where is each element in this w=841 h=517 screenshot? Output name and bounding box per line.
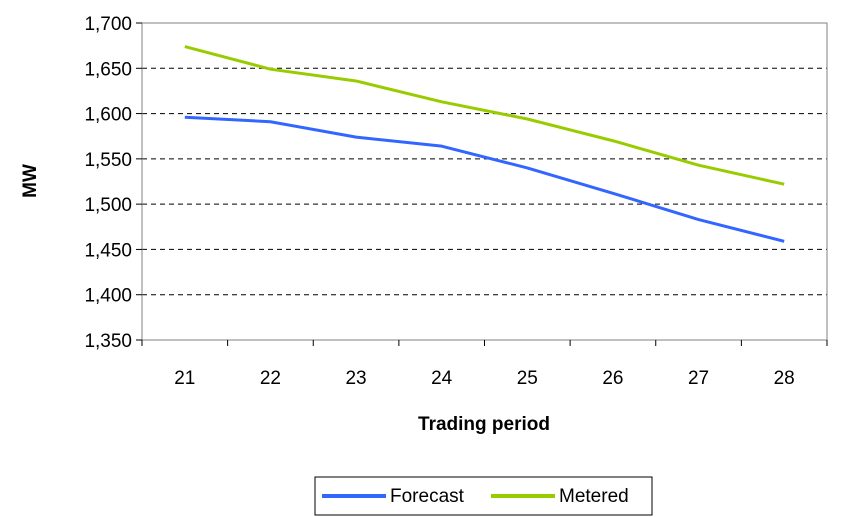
x-tick-label: 25 xyxy=(517,368,538,389)
y-tick-label: 1,350 xyxy=(84,331,132,352)
legend: Forecast Metered xyxy=(314,476,653,516)
y-tick-label: 1,600 xyxy=(84,105,132,126)
x-tick-label: 23 xyxy=(345,368,366,389)
y-tick-label: 1,700 xyxy=(84,14,132,35)
gridlines xyxy=(142,67,827,296)
y-tick-label: 1,500 xyxy=(84,195,132,216)
x-axis-title: Trading period xyxy=(418,414,550,435)
x-tick-label: 26 xyxy=(602,368,623,389)
y-axis-ticks: 1,350 1,400 1,450 1,500 1,550 1,600 1,650 1,700 xyxy=(84,14,142,352)
y-tick-label: 1,400 xyxy=(84,286,132,307)
x-tick-label: 28 xyxy=(774,368,795,389)
x-tick-label: 24 xyxy=(431,368,453,389)
plot-area-border xyxy=(141,22,828,341)
x-tick-label: 21 xyxy=(174,368,195,389)
legend-label-metered: Metered xyxy=(559,486,629,507)
y-tick-label: 1,650 xyxy=(84,59,132,80)
y-axis-title: MW xyxy=(20,164,41,198)
x-tick-label: 27 xyxy=(688,368,709,389)
x-axis-ticks: 21 22 23 24 25 26 27 28 xyxy=(141,340,828,389)
y-tick-label: 1,450 xyxy=(84,240,132,261)
x-tick-label: 22 xyxy=(260,368,281,389)
y-tick-label: 1,550 xyxy=(84,150,132,171)
series-line-forecast xyxy=(184,115,785,243)
series-lines xyxy=(184,45,785,243)
legend-label-forecast: Forecast xyxy=(390,486,465,507)
series-line-metered xyxy=(184,45,785,186)
